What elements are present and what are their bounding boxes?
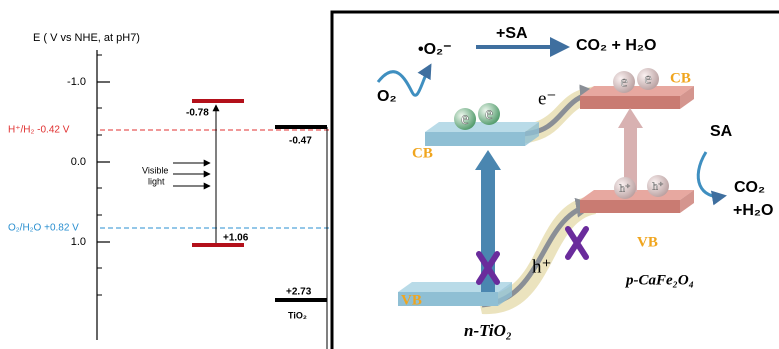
band-label: -0.78 — [186, 108, 209, 119]
band-slab-front — [580, 96, 680, 109]
species-label: •O₂⁻ — [418, 41, 452, 58]
species-label: SA — [710, 123, 733, 140]
products-label: +H₂O — [733, 202, 773, 219]
material-label: p-CaFe₂O₄ — [624, 272, 694, 288]
particle-label: e — [620, 74, 627, 91]
band-label: +2.73 — [286, 287, 312, 298]
products-label: CO₂ + H₂O — [576, 37, 656, 54]
particle-label: h⁺ — [619, 183, 631, 195]
band-name: CB — [670, 70, 691, 86]
material-label: n-TiO₂ — [464, 321, 512, 340]
page-body: { "energy_diagram": { "axis_title": "E (… — [0, 0, 779, 349]
excitation-arrow-head — [618, 108, 643, 128]
band-name: VB — [637, 234, 658, 250]
band-slab-front — [425, 132, 525, 146]
band-label: -0.47 — [289, 136, 312, 147]
tick-label: -1.0 — [67, 76, 86, 88]
band-slab-top — [425, 122, 539, 132]
figure: E ( V vs NHE, at pH7) -1.0 0.0 1.0 H⁺/H₂ -0.… — [0, 0, 779, 349]
particle-label: e — [461, 108, 469, 128]
particle-label: h⁺ — [652, 181, 664, 193]
material-label: TiO₂ — [288, 310, 307, 320]
reference-label: H⁺/H₂ -0.42 V — [8, 125, 70, 136]
species-label: O₂ — [377, 88, 397, 105]
blocked-mark — [568, 229, 586, 257]
page: body { margin: 0; background: #fff; } sv… — [0, 0, 779, 349]
products-label: CO₂ — [734, 179, 765, 196]
band-name: CB — [412, 145, 433, 161]
band-name: VB — [401, 292, 422, 308]
axis-title: E ( V vs NHE, at pH7) — [33, 32, 140, 44]
light-label: Visible — [142, 165, 168, 175]
particle-label: e — [644, 71, 651, 88]
tick-label: 1.0 — [71, 236, 86, 248]
light-label: light — [148, 176, 165, 186]
reference-label: O₂/H₂O +0.82 V — [8, 223, 79, 234]
tick-label: 0.0 — [71, 156, 86, 168]
band-label: +1.06 — [223, 233, 249, 244]
carrier-label: h⁺ — [532, 256, 552, 277]
particle-label: e — [485, 103, 493, 123]
band-slab-front — [580, 200, 680, 213]
reaction-label: +SA — [496, 25, 528, 42]
reaction-arrow — [698, 152, 724, 196]
excitation-arrow-head — [475, 150, 501, 170]
carrier-label: e⁻ — [538, 88, 556, 109]
band-slab-top — [580, 86, 694, 96]
